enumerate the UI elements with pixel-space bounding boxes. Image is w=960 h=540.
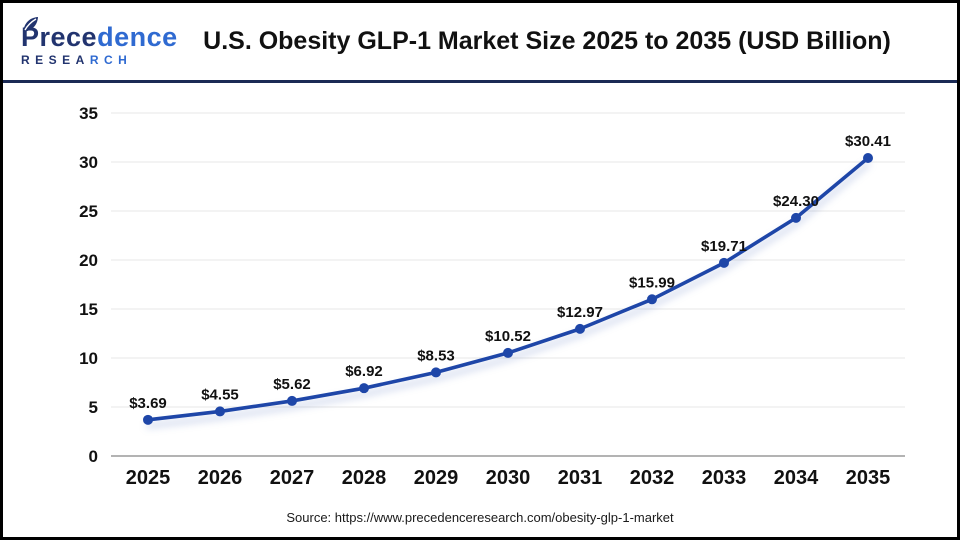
data-point [575,323,585,334]
y-tick-label: 30 [79,153,98,172]
series-line [146,156,870,422]
data-point-label: $6.92 [345,363,383,380]
data-point [359,383,369,394]
data-point [503,347,513,358]
x-tick-label: 2026 [198,467,243,489]
x-tick-label: 2032 [630,467,675,489]
y-tick-label: 10 [79,349,98,368]
x-tick-label: 2035 [846,467,891,489]
source-caption: Source: https://www.precedenceresearch.c… [286,510,674,525]
logo-wordmark: Precedence [21,21,178,52]
x-tick-label: 2028 [342,467,387,489]
page-title: U.S. Obesity GLP-1 Market Size 2025 to 2… [203,27,891,55]
x-tick-label: 2027 [270,467,315,489]
data-point-label: $19.71 [701,238,747,255]
x-tick-label: 2033 [702,467,747,489]
data-point-label: $12.97 [557,304,603,321]
y-tick-label: 25 [79,202,98,221]
data-point [863,152,873,163]
x-tick-label: 2034 [774,467,819,489]
data-point [719,257,729,268]
data-point-label: $5.62 [273,376,311,393]
data-point-label: $8.53 [417,347,455,364]
line-chart: 0 5 10 15 20 25 30 35 2025 2026 2027 2028 2029 2030 20… [3,83,957,506]
leaf-icon [23,16,38,32]
data-point [791,212,801,223]
data-point [287,395,297,406]
x-tick-label: 2029 [414,467,459,489]
x-tick-label: 2030 [486,467,531,489]
data-point-label: $24.30 [773,193,819,210]
x-tick-label: 2031 [558,467,603,489]
y-tick-label: 20 [79,251,98,270]
data-point-label: $15.99 [629,274,675,291]
precedence-logo: Precedence RESEARCH [21,16,191,67]
data-point [215,406,225,417]
header: Precedence RESEARCH U.S. Obesity GLP-1 M… [3,3,957,80]
y-tick-label: 0 [89,447,98,466]
data-point [431,367,441,378]
y-tick-label: 15 [79,300,98,319]
data-point [647,294,657,305]
data-point-label: $10.52 [485,328,531,345]
logo-subtitle: RESEARCH [21,52,133,67]
data-point-label: $3.69 [129,395,167,412]
x-tick-label: 2025 [126,467,171,489]
data-point-label: $4.55 [201,386,239,403]
header-divider [3,80,957,83]
y-tick-label: 35 [79,104,98,123]
data-point [143,414,153,425]
y-tick-label: 5 [89,398,98,417]
data-point-label: $30.41 [845,133,891,150]
